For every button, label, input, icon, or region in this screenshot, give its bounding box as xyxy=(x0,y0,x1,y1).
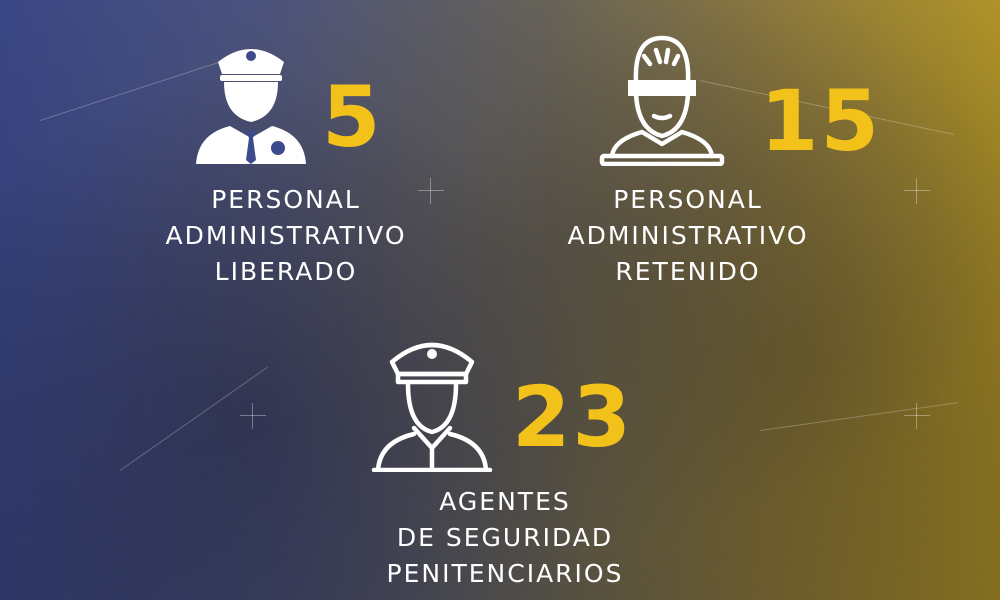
stat-label-line: ADMINISTRATIVO xyxy=(567,221,809,250)
stat-label-line: DE SEGURIDAD xyxy=(396,523,614,552)
stat-label: PERSONAL ADMINISTRATIVO LIBERADO xyxy=(136,182,436,290)
stat-value: 5 xyxy=(322,68,383,166)
stat-label-line: AGENTES xyxy=(439,487,571,516)
stat-label: PERSONAL ADMINISTRATIVO RETENIDO xyxy=(538,182,838,290)
stat-label-line: PENITENCIARIOS xyxy=(386,559,624,588)
stat-value: 23 xyxy=(512,368,633,466)
crosshair-mark xyxy=(418,178,444,204)
crosshair-mark xyxy=(240,403,266,429)
stat-label: AGENTES DE SEGURIDAD PENITENCIARIOS xyxy=(350,484,660,592)
crosshair-mark xyxy=(904,403,930,429)
stat-label-line: PERSONAL xyxy=(211,185,361,214)
blindfolded-person-icon xyxy=(599,35,725,166)
stat-label-line: RETENIDO xyxy=(615,257,761,286)
stat-label-line: PERSONAL xyxy=(613,185,763,214)
police-officer-icon xyxy=(196,49,306,164)
stat-label-line: LIBERADO xyxy=(214,257,358,286)
security-guard-icon xyxy=(371,342,493,472)
stat-label-line: ADMINISTRATIVO xyxy=(165,221,407,250)
crosshair-mark xyxy=(904,178,930,204)
stat-value: 15 xyxy=(760,72,881,170)
